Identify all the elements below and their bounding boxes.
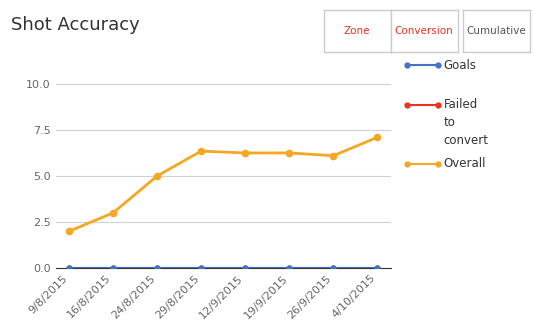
Text: to: to: [444, 116, 455, 129]
Text: Zone: Zone: [344, 26, 371, 36]
Text: convert: convert: [444, 134, 489, 147]
Text: Goals: Goals: [444, 59, 477, 72]
Text: Overall: Overall: [444, 157, 486, 170]
Text: Conversion: Conversion: [395, 26, 454, 36]
Text: Shot Accuracy: Shot Accuracy: [11, 16, 140, 34]
Text: Cumulative: Cumulative: [466, 26, 527, 36]
Text: Failed: Failed: [444, 98, 478, 111]
